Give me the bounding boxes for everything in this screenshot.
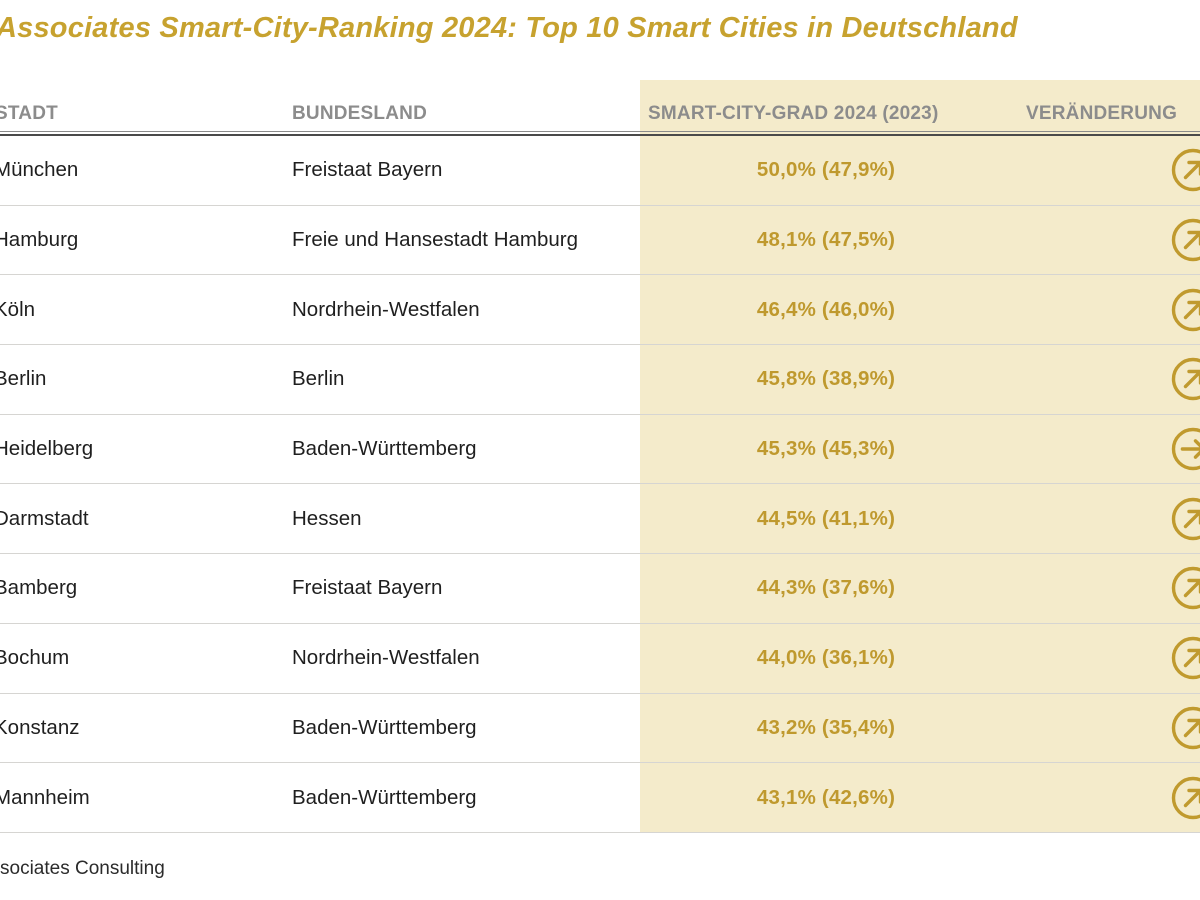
- grad-value-cell: 44,3% (37,6%): [756, 576, 896, 600]
- bundesland-cell: Baden-Württemberg: [292, 785, 477, 809]
- bundesland-cell: Nordrhein-Westfalen: [292, 646, 480, 670]
- column-header-grad: SMART-CITY-GRAD 2024 (2023): [648, 103, 939, 124]
- trend-up-icon: [1170, 356, 1200, 402]
- table-row: Bamberg Freistaat Bayern 44,3% (37,6%): [0, 554, 1200, 624]
- trend-up-icon: [1170, 217, 1200, 263]
- city-cell: Darmstadt: [0, 506, 89, 530]
- table-row: Berlin Berlin 45,8% (38,9%): [0, 345, 1200, 415]
- city-cell: Heidelberg: [0, 437, 94, 461]
- trend-cell: [1012, 136, 1200, 205]
- grad-value-cell: 43,2% (35,4%): [756, 715, 896, 739]
- grad-value-cell: 44,5% (41,1%): [756, 506, 896, 530]
- city-cell: Konstanz: [0, 715, 80, 739]
- table-row: Konstanz Baden-Württemberg 43,2% (35,4%): [0, 694, 1200, 764]
- bundesland-cell: Nordrhein-Westfalen: [292, 297, 480, 321]
- grad-value-cell: 48,1% (47,5%): [756, 228, 896, 252]
- trend-cell: [1012, 484, 1200, 553]
- city-cell: Köln: [0, 297, 36, 321]
- grad-value-cell: 50,0% (47,9%): [756, 158, 896, 182]
- grad-value-cell: 45,3% (45,3%): [756, 437, 896, 461]
- table-row: Bochum Nordrhein-Westfalen 44,0% (36,1%): [0, 624, 1200, 694]
- page-title: Associates Smart-City-Ranking 2024: Top …: [0, 12, 1018, 44]
- column-header-stadt: STADT: [0, 103, 58, 124]
- trend-cell: [1012, 275, 1200, 344]
- trend-flat-icon: [1170, 426, 1200, 472]
- city-cell: Hamburg: [0, 228, 79, 252]
- bundesland-cell: Berlin: [292, 367, 345, 391]
- trend-up-icon: [1170, 565, 1200, 611]
- trend-up-icon: [1170, 705, 1200, 751]
- bundesland-cell: Baden-Württemberg: [292, 715, 477, 739]
- table-row: Hamburg Freie und Hansestadt Hamburg 48,…: [0, 206, 1200, 276]
- trend-cell: [1012, 694, 1200, 763]
- trend-cell: [1012, 554, 1200, 623]
- trend-cell: [1012, 206, 1200, 275]
- city-cell: Bochum: [0, 646, 70, 670]
- grad-value-cell: 43,1% (42,6%): [756, 785, 896, 809]
- table-row: Heidelberg Baden-Württemberg 45,3% (45,3…: [0, 415, 1200, 485]
- table-row: Darmstadt Hessen 44,5% (41,1%): [0, 484, 1200, 555]
- trend-up-icon: [1170, 496, 1200, 542]
- city-cell: Berlin: [0, 367, 47, 391]
- trend-up-icon: [1170, 635, 1200, 681]
- source-credit: sociates Consulting: [0, 858, 165, 879]
- trend-cell: [1012, 763, 1200, 832]
- grad-value-cell: 44,0% (36,1%): [756, 646, 896, 670]
- city-cell: Mannheim: [0, 785, 90, 809]
- bundesland-cell: Freie und Hansestadt Hamburg: [292, 228, 579, 252]
- trend-up-icon: [1170, 775, 1200, 821]
- bundesland-cell: Freistaat Bayern: [292, 576, 443, 600]
- grad-value-cell: 45,8% (38,9%): [756, 367, 896, 391]
- table-header-row: STADT BUNDESLAND SMART-CITY-GRAD 2024 (2…: [0, 92, 1200, 131]
- column-header-veraenderung: VERÄNDERUNG: [1026, 103, 1178, 124]
- city-cell: München: [0, 158, 79, 182]
- header-divider: [0, 131, 1200, 136]
- city-cell: Bamberg: [0, 576, 78, 600]
- grad-value-cell: 46,4% (46,0%): [756, 297, 896, 321]
- bundesland-cell: Freistaat Bayern: [292, 158, 443, 182]
- trend-cell: [1012, 415, 1200, 484]
- table-body: München Freistaat Bayern 50,0% (47,9%) H…: [0, 136, 1200, 833]
- trend-cell: [1012, 345, 1200, 414]
- table-row: München Freistaat Bayern 50,0% (47,9%): [0, 136, 1200, 206]
- trend-cell: [1012, 624, 1200, 693]
- trend-up-icon: [1170, 147, 1200, 193]
- bundesland-cell: Hessen: [292, 506, 362, 530]
- column-header-bundesland: BUNDESLAND: [292, 103, 427, 124]
- table-row: Mannheim Baden-Württemberg 43,1% (42,6%): [0, 763, 1200, 833]
- bundesland-cell: Baden-Württemberg: [292, 437, 477, 461]
- table-row: Köln Nordrhein-Westfalen 46,4% (46,0%): [0, 275, 1200, 346]
- trend-up-icon: [1170, 287, 1200, 333]
